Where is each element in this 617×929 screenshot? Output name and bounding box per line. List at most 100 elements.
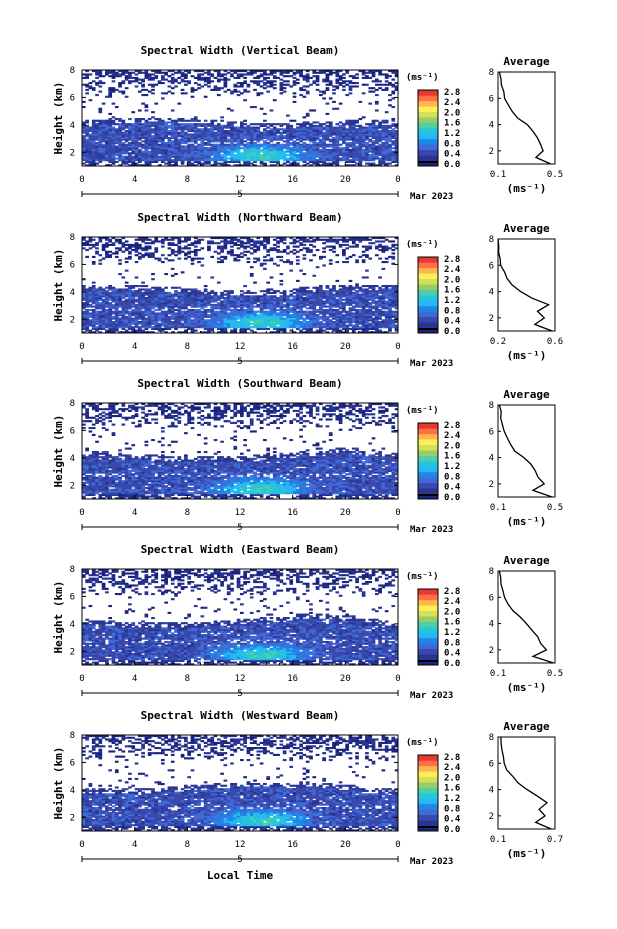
- heatmap-cell: [279, 123, 284, 126]
- heatmap-cell: [203, 319, 208, 322]
- heatmap-cell: [338, 75, 343, 78]
- heatmap-cell: [82, 310, 86, 313]
- heatmap-cell: [210, 143, 215, 146]
- heatmap-cell: [299, 249, 303, 252]
- heatmap-cell: [137, 133, 142, 136]
- heatmap-cell: [124, 157, 129, 160]
- heatmap-cell: [203, 154, 208, 157]
- heatmap-cell: [157, 157, 162, 160]
- heatmap-cell: [154, 154, 159, 157]
- heatmap-cell: [230, 90, 234, 93]
- heatmap-cell: [147, 145, 152, 148]
- heatmap-cell: [108, 123, 113, 126]
- heatmap-cell: [141, 128, 145, 131]
- heatmap-cell: [381, 73, 386, 76]
- heatmap-cell: [253, 310, 257, 313]
- heatmap-cell: [269, 143, 274, 146]
- heatmap-cell: [147, 131, 152, 134]
- heatmap-cell: [190, 164, 195, 167]
- heatmap-cell: [95, 136, 99, 139]
- heatmap-cell: [295, 154, 300, 157]
- heatmap-cell: [105, 159, 109, 162]
- heatmap-cell: [325, 87, 330, 90]
- heatmap-cell: [187, 135, 192, 138]
- heatmap-cell: [91, 131, 96, 134]
- heatmap-cell: [151, 130, 155, 133]
- heatmap-cell: [203, 138, 208, 141]
- heatmap-cell: [118, 145, 122, 148]
- heatmap-cell: [174, 119, 178, 122]
- heatmap-cell: [134, 80, 139, 83]
- heatmap-cell: [190, 319, 195, 322]
- heatmap-cell: [157, 135, 162, 138]
- heatmap-cell: [95, 71, 99, 74]
- heatmap-cell: [144, 154, 149, 157]
- heatmap-cell: [157, 121, 162, 124]
- heatmap-cell: [203, 131, 208, 134]
- heatmap-cell: [134, 70, 139, 73]
- heatmap-cell: [282, 261, 287, 264]
- heatmap-cell: [226, 157, 231, 160]
- heatmap-cell: [174, 312, 178, 315]
- heatmap-cell: [295, 250, 300, 253]
- heatmap-cell: [292, 245, 297, 248]
- heatmap-cell: [134, 142, 139, 145]
- heatmap-cell: [114, 147, 119, 150]
- heatmap-cell: [91, 136, 96, 139]
- heatmap-cell: [197, 309, 201, 312]
- heatmap-cell: [216, 148, 221, 151]
- heatmap-cell: [131, 142, 136, 145]
- heatmap-cell: [259, 73, 264, 76]
- heatmap-cell: [220, 142, 224, 145]
- heatmap-cell: [131, 131, 136, 134]
- heatmap-cell: [134, 73, 139, 76]
- heatmap-cell: [180, 288, 185, 291]
- heatmap-cell: [190, 136, 195, 139]
- heatmap-cell: [157, 140, 162, 143]
- heatmap-cell: [124, 78, 129, 81]
- heatmap-cell: [170, 121, 175, 124]
- heatmap-cell: [190, 126, 195, 129]
- heatmap-cell: [328, 249, 333, 252]
- heatmap-cell: [276, 264, 280, 267]
- heatmap-cell: [230, 245, 234, 248]
- heatmap-cell: [167, 124, 172, 127]
- heatmap-cell: [170, 154, 175, 157]
- heatmap-cell: [197, 76, 201, 79]
- heatmap-cell: [213, 160, 218, 163]
- heatmap-cell: [207, 148, 211, 151]
- heatmap-cell: [144, 119, 149, 122]
- heatmap-cell: [128, 154, 132, 157]
- heatmap-cell: [154, 118, 159, 121]
- heatmap-cell: [137, 126, 142, 129]
- heatmap-cell: [180, 80, 185, 83]
- heatmap-cell: [154, 135, 159, 138]
- heatmap-cell: [223, 164, 228, 167]
- heatmap-cell: [384, 80, 389, 83]
- heatmap-cell: [203, 124, 208, 127]
- heatmap-cell: [269, 80, 274, 83]
- heatmap-cell: [203, 83, 208, 86]
- heatmap-cell: [187, 148, 192, 151]
- heatmap-cell: [249, 252, 254, 255]
- heatmap-cell: [114, 118, 119, 121]
- heatmap-cell: [88, 247, 93, 250]
- heatmap-cell: [216, 123, 221, 126]
- heatmap-cell: [256, 75, 261, 78]
- heatmap-cell: [282, 242, 287, 245]
- heatmap-cell: [105, 242, 109, 245]
- heatmap-cell: [137, 109, 142, 112]
- heatmap-cell: [121, 133, 126, 136]
- heatmap-cell: [82, 100, 86, 103]
- heatmap-cell: [203, 288, 208, 291]
- heatmap-cell: [200, 264, 205, 267]
- heatmap-cell: [108, 126, 113, 129]
- heatmap-cell: [88, 148, 93, 151]
- heatmap-cell: [213, 155, 218, 158]
- heatmap-cell: [240, 240, 244, 243]
- heatmap-cell: [187, 82, 192, 85]
- heatmap-cell: [134, 143, 139, 146]
- heatmap-cell: [111, 143, 116, 146]
- heatmap-cell: [325, 162, 330, 165]
- heatmap-cell: [128, 138, 132, 141]
